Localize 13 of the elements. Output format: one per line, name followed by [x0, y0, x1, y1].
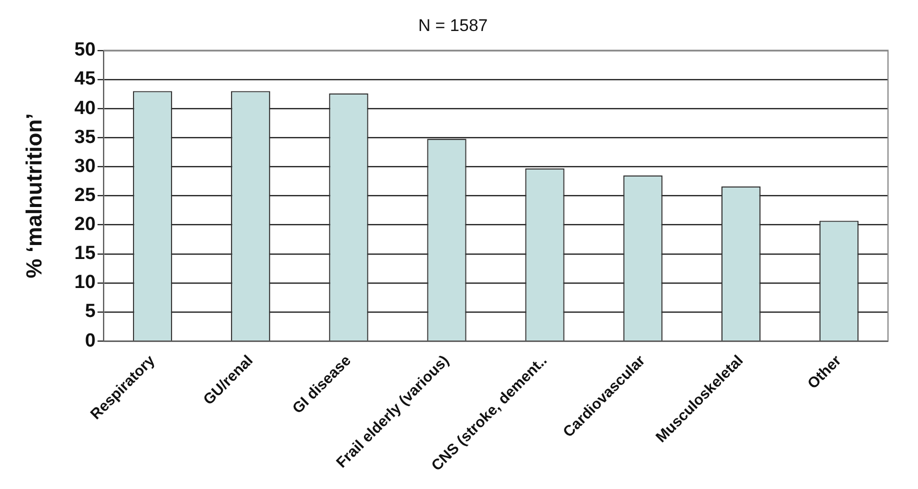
- y-axis-title: % ‘malnutrition’: [21, 113, 46, 278]
- y-tick-label: 30: [74, 156, 96, 177]
- y-tick-label: 45: [74, 68, 96, 90]
- y-tick-label: 0: [84, 330, 96, 352]
- y-tick-label: 35: [74, 126, 96, 148]
- y-tick-label: 50: [74, 40, 96, 61]
- y-tick-label: 40: [74, 98, 96, 119]
- y-tick-label: 15: [74, 243, 96, 264]
- y-tick-label: 5: [84, 301, 96, 322]
- y-tick-label: 10: [74, 272, 96, 294]
- y-tick-label: 20: [74, 214, 96, 236]
- y-tick-label: 25: [74, 184, 96, 206]
- chart-title: N = 1587: [418, 16, 488, 35]
